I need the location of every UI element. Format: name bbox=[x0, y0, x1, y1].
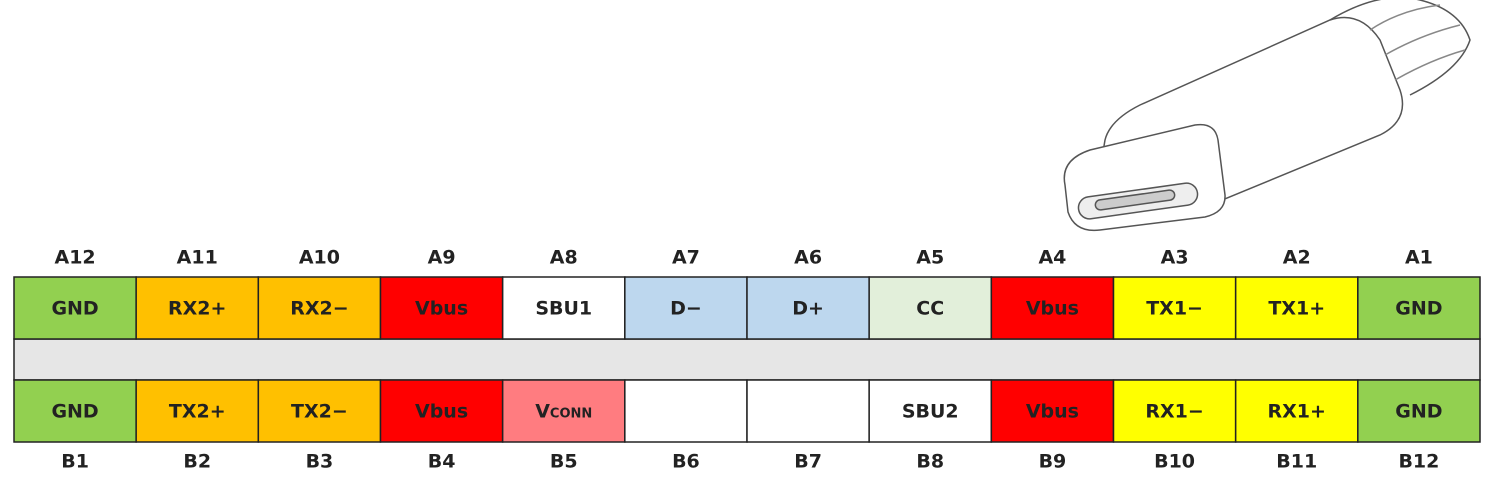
signal-label: TX1− bbox=[1146, 298, 1203, 320]
pin-label: A4 bbox=[1038, 247, 1066, 269]
signal-label: Vbus bbox=[1026, 401, 1079, 423]
pin-cell bbox=[624, 276, 748, 340]
pin-label: A6 bbox=[794, 247, 822, 269]
connector-illustration bbox=[1063, 0, 1471, 232]
signal-label: Vbus bbox=[415, 298, 468, 320]
signal-label: D− bbox=[670, 298, 702, 320]
pin-cell bbox=[868, 379, 993, 443]
pin-cell bbox=[135, 379, 260, 443]
pin-label: A9 bbox=[428, 247, 456, 269]
signal-label: CC bbox=[916, 298, 944, 320]
pin-cell bbox=[1357, 379, 1481, 443]
pin-cell bbox=[868, 276, 993, 340]
pin-label: B9 bbox=[1039, 451, 1067, 473]
pin-label: A12 bbox=[55, 247, 96, 269]
pin-cell bbox=[13, 276, 137, 340]
pin-label: A2 bbox=[1283, 247, 1311, 269]
pin-label: B12 bbox=[1398, 451, 1439, 473]
pin-label: B4 bbox=[428, 451, 456, 473]
signal-label: Vconn bbox=[535, 401, 592, 423]
pin-label: A1 bbox=[1405, 247, 1433, 269]
signal-label: TX1+ bbox=[1268, 298, 1325, 320]
pin-label: B2 bbox=[183, 451, 211, 473]
pin-cell bbox=[1357, 276, 1481, 340]
pin-cell bbox=[257, 276, 382, 340]
pin-cell bbox=[990, 276, 1115, 340]
pin-label: B5 bbox=[550, 451, 578, 473]
signal-label: SBU1 bbox=[535, 298, 592, 320]
pin-cell bbox=[501, 276, 626, 340]
pin-label: B7 bbox=[794, 451, 822, 473]
signal-label: GND bbox=[51, 401, 98, 423]
signal-label: Vbus bbox=[1026, 298, 1079, 320]
pin-cell bbox=[501, 379, 626, 443]
signal-label: TX2+ bbox=[169, 401, 226, 423]
pin-cell bbox=[379, 276, 504, 340]
pin-label: B6 bbox=[672, 451, 700, 473]
pin-label: A5 bbox=[916, 247, 944, 269]
signal-label: GND bbox=[1395, 401, 1442, 423]
pin-label: A7 bbox=[672, 247, 700, 269]
pin-cell bbox=[1112, 276, 1237, 340]
pin-cell bbox=[990, 379, 1115, 443]
signal-label: GND bbox=[1395, 298, 1442, 320]
signal-label: TX2− bbox=[291, 401, 348, 423]
signal-label: Vbus bbox=[415, 401, 468, 423]
tongue-band bbox=[13, 338, 1481, 381]
pin-cell bbox=[746, 379, 870, 443]
signal-label: D+ bbox=[792, 298, 824, 320]
pin-label: A3 bbox=[1161, 247, 1189, 269]
pin-label: B3 bbox=[306, 451, 334, 473]
pin-cell bbox=[624, 379, 748, 443]
pin-label: A10 bbox=[299, 247, 340, 269]
signal-label: RX2− bbox=[290, 298, 348, 320]
pin-cell bbox=[1112, 379, 1237, 443]
pin-label: B1 bbox=[61, 451, 89, 473]
pin-label: B8 bbox=[916, 451, 944, 473]
signal-label: SBU2 bbox=[902, 401, 959, 423]
pin-label: B10 bbox=[1154, 451, 1195, 473]
signal-label: RX1− bbox=[1145, 401, 1203, 423]
signal-label: GND bbox=[51, 298, 98, 320]
pin-cell bbox=[379, 379, 504, 443]
pin-label: B11 bbox=[1276, 451, 1317, 473]
signal-label: RX2+ bbox=[168, 298, 226, 320]
pin-label: A11 bbox=[177, 247, 218, 269]
signal-label: RX1+ bbox=[1268, 401, 1326, 423]
pin-cell bbox=[1234, 276, 1359, 340]
pin-cell bbox=[746, 276, 870, 340]
pin-label: A8 bbox=[550, 247, 578, 269]
